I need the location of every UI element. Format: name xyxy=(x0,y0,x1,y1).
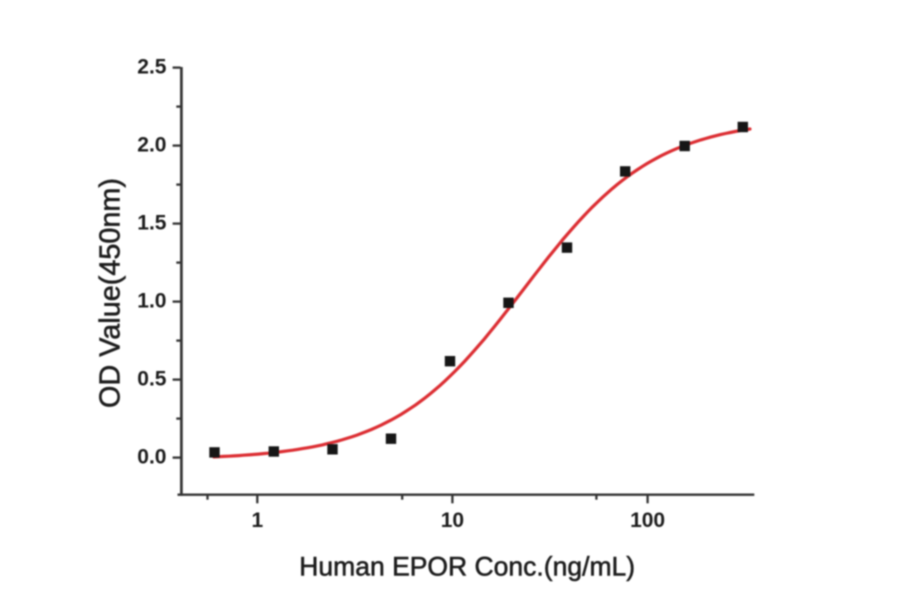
svg-text:1.0: 1.0 xyxy=(137,290,166,313)
svg-text:0.0: 0.0 xyxy=(137,446,166,469)
svg-text:OD Value(450nm): OD Value(450nm) xyxy=(95,178,127,408)
svg-text:Human EPOR Conc.(ng/mL): Human EPOR Conc.(ng/mL) xyxy=(299,552,635,582)
svg-text:100: 100 xyxy=(630,509,665,532)
svg-text:10: 10 xyxy=(441,509,464,532)
svg-text:1: 1 xyxy=(251,509,263,532)
svg-text:2.0: 2.0 xyxy=(137,134,166,157)
svg-text:2.5: 2.5 xyxy=(137,56,167,79)
svg-text:0.5: 0.5 xyxy=(137,368,167,391)
svg-text:1.5: 1.5 xyxy=(137,212,167,235)
